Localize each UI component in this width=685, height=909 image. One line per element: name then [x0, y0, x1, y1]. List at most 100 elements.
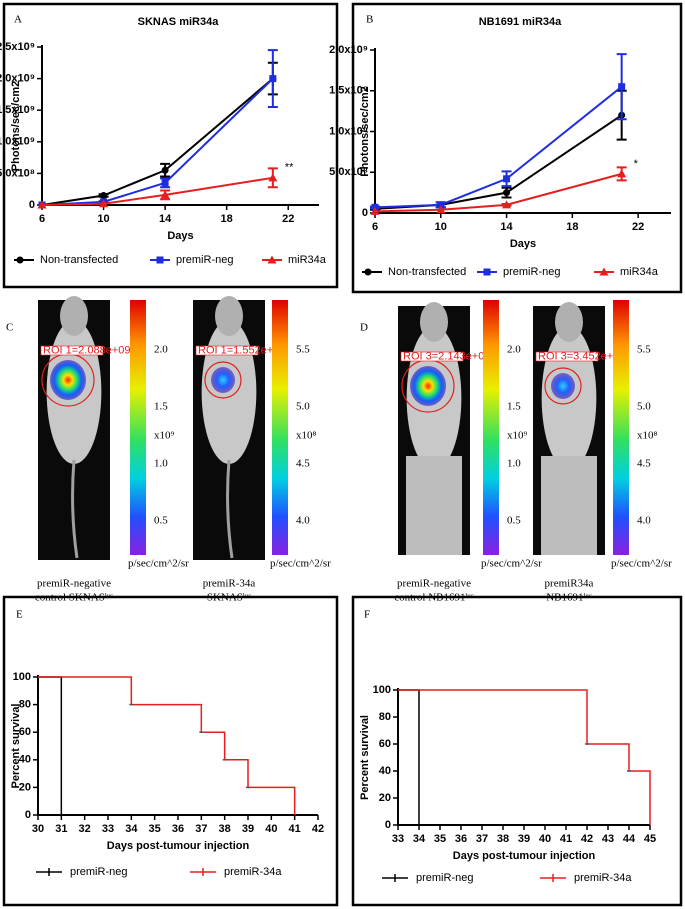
roi-label-box	[535, 351, 599, 362]
legend-label: premiR-neg	[416, 872, 473, 884]
panel-letter: A	[14, 14, 22, 26]
mouse-body	[201, 320, 257, 464]
roi-circle	[544, 367, 582, 405]
scale-tick-label: 2.0	[154, 344, 168, 356]
color-scale	[272, 300, 288, 555]
survival-curve	[398, 689, 651, 825]
roi-circle	[204, 361, 242, 399]
y-tick-label: 100	[373, 684, 391, 696]
x-tick-label: 34	[413, 833, 426, 845]
x-axis-label: Days	[167, 230, 193, 242]
x-tick-label: 10	[435, 221, 447, 233]
color-scale	[613, 300, 629, 555]
panel-letter: B	[366, 14, 373, 26]
scale-tick-label: 1.5	[154, 401, 168, 413]
panel-frame	[2, 2, 339, 289]
x-tick-label: 42	[312, 823, 324, 835]
x-tick-label: 38	[219, 823, 231, 835]
marker	[617, 169, 627, 178]
scale-exponent: x10⁹	[507, 430, 528, 442]
y-axis-label: Photons/sec/cm2	[10, 81, 22, 171]
y-tick-label: 1.5x10⁹	[329, 85, 368, 97]
y-tick-label: 1.0x10⁹	[329, 125, 368, 137]
roi-label: ROI 1=1.552e+08	[198, 344, 285, 356]
marker	[269, 75, 277, 83]
marker	[37, 200, 47, 209]
panel-frame	[351, 2, 683, 294]
survival-curve	[38, 676, 63, 815]
scale-tick-label: 5.0	[637, 401, 651, 413]
chart-title: SKNAS miR34a	[138, 16, 220, 28]
legend-label: Non-transfected	[40, 254, 118, 266]
x-axis-label: Days post-tumour injection	[107, 840, 250, 852]
y-tick-label: 5.0x10⁸	[329, 166, 368, 178]
signal	[551, 373, 575, 399]
scale-units: p/sec/cm^2/sr	[270, 558, 331, 570]
legend-label: miR34a	[620, 266, 659, 278]
marker	[267, 255, 277, 264]
x-tick-label: 36	[455, 833, 467, 845]
x-tick-label: 45	[644, 833, 656, 845]
mouse-lower	[406, 456, 462, 555]
signal	[211, 367, 235, 393]
y-tick-label: 1.5x10⁹	[0, 104, 35, 116]
signal	[410, 366, 446, 406]
scale-tick-label: 1.0	[507, 458, 521, 470]
legend-label: premiR-neg	[176, 254, 233, 266]
series-line	[374, 114, 623, 210]
significance-mark: *	[634, 158, 639, 170]
scale-tick-label: 5.0	[296, 401, 310, 413]
significance-mark: **	[285, 162, 294, 174]
scale-exponent: x10⁸	[637, 430, 658, 442]
y-tick-label: 40	[379, 765, 391, 777]
marker	[16, 256, 24, 264]
scale-tick-label: 4.0	[637, 515, 651, 527]
x-tick-label: 37	[195, 823, 207, 835]
image-caption: premiR-negative	[37, 578, 111, 590]
marker	[436, 205, 446, 214]
scale-tick-label: 2.0	[507, 344, 521, 356]
marker	[100, 192, 108, 200]
y-tick-label: 2.5x10⁹	[0, 41, 35, 53]
series-line	[41, 77, 274, 206]
series-line	[374, 85, 623, 209]
x-axis-label: Days	[510, 238, 536, 250]
x-tick-label: 40	[539, 833, 551, 845]
y-tick-label: 60	[379, 738, 391, 750]
y-tick-label: 60	[19, 726, 31, 738]
legend-line	[382, 874, 408, 882]
mouse-tail	[226, 459, 234, 559]
scale-tick-label: 5.5	[296, 344, 310, 356]
survival-curve	[38, 676, 296, 815]
mouse-head	[60, 296, 88, 336]
mouse-body	[541, 326, 597, 470]
series-line	[41, 176, 273, 206]
scale-exponent: x10⁹	[154, 430, 175, 442]
x-tick-label: 43	[602, 833, 614, 845]
image-caption: control SKNASˡᵘᶜ	[35, 592, 113, 604]
mouse-head	[555, 302, 583, 342]
y-tick-label: 80	[19, 699, 31, 711]
survival-curve	[398, 689, 420, 825]
x-tick-label: 6	[39, 213, 45, 225]
y-tick-label: 100	[13, 671, 31, 683]
x-tick-label: 30	[32, 823, 44, 835]
x-tick-label: 41	[289, 823, 301, 835]
panel-letter: E	[16, 609, 23, 621]
mouse-tail	[71, 459, 79, 559]
marker	[503, 175, 511, 183]
legend-label: premiR-34a	[574, 872, 632, 884]
roi-label-box	[40, 345, 104, 356]
panel-frame	[351, 595, 683, 907]
legend-label: Non-transfected	[388, 266, 466, 278]
x-tick-label: 32	[79, 823, 91, 835]
y-tick-label: 2.0x10⁹	[329, 44, 368, 56]
signal	[50, 360, 86, 400]
panel-frame	[2, 595, 339, 907]
roi-label: ROI 1=2.088e+09	[43, 344, 130, 356]
scale-units: p/sec/cm^2/sr	[128, 558, 189, 570]
scale-tick-label: 1.0	[154, 458, 168, 470]
y-tick-label: 5.0x10⁸	[0, 167, 35, 179]
roi-label-box	[195, 345, 259, 356]
x-tick-label: 41	[560, 833, 572, 845]
